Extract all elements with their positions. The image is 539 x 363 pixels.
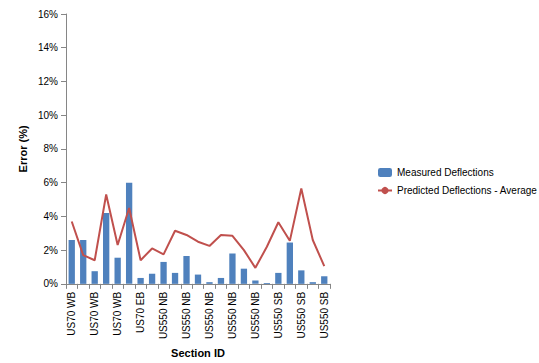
- svg-text:US70 WB: US70 WB: [112, 292, 123, 336]
- svg-text:0%: 0%: [44, 278, 59, 289]
- svg-text:US550 SB: US550 SB: [296, 292, 307, 339]
- svg-text:US550 NB: US550 NB: [181, 292, 192, 340]
- svg-text:US550 SB: US550 SB: [319, 292, 330, 339]
- svg-text:12%: 12%: [38, 76, 58, 87]
- svg-text:6%: 6%: [44, 177, 59, 188]
- svg-text:8%: 8%: [44, 143, 59, 154]
- svg-text:US70 WB: US70 WB: [66, 292, 77, 336]
- svg-text:14%: 14%: [38, 42, 58, 53]
- svg-text:US550 SB: US550 SB: [273, 292, 284, 339]
- svg-text:US550 NB: US550 NB: [250, 292, 261, 340]
- svg-text:US550 NB: US550 NB: [227, 292, 238, 340]
- svg-text:10%: 10%: [38, 110, 58, 121]
- svg-text:US550 NB: US550 NB: [204, 292, 215, 340]
- svg-text:Predicted Deflections - Averag: Predicted Deflections - Average: [397, 185, 537, 196]
- svg-text:4%: 4%: [44, 211, 59, 222]
- svg-text:US550 NB: US550 NB: [158, 292, 169, 340]
- svg-text:Measured Deflections: Measured Deflections: [397, 167, 494, 178]
- svg-text:US70 EB: US70 EB: [135, 292, 146, 333]
- svg-text:2%: 2%: [44, 245, 59, 256]
- svg-text:16%: 16%: [38, 9, 58, 20]
- svg-text:Error (%): Error (%): [17, 125, 29, 172]
- svg-text:US70 WB: US70 WB: [89, 292, 100, 336]
- svg-text:Section ID: Section ID: [171, 347, 225, 359]
